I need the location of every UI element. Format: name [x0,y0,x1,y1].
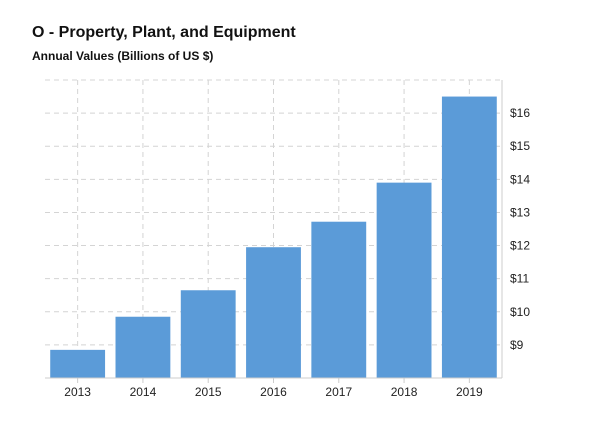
y-tick-label: $12 [510,239,530,253]
y-tick-label: $11 [510,272,529,286]
bar [311,221,367,378]
chart-title: O - Property, Plant, and Equipment [32,24,296,41]
x-tick-label: 2015 [195,385,222,399]
x-tick-label: 2013 [64,385,91,399]
chart-subtitle: Annual Values (Billions of US $) [32,49,214,63]
bar [246,247,301,378]
x-tick-label: 2014 [130,385,157,399]
bar [50,349,106,378]
x-tick-label: 2016 [260,385,287,399]
bar [376,182,432,378]
y-tick-label: $16 [510,106,530,120]
y-tick-label: $13 [510,205,530,219]
y-tick-label: $14 [510,172,530,186]
x-tick-label: 2019 [456,385,483,399]
x-tick-label: 2017 [325,385,352,399]
bar [441,96,497,379]
y-tick-label: $15 [510,139,530,153]
y-tick-label: $10 [510,305,530,319]
x-tick-label: 2018 [391,385,418,399]
bar [115,316,171,378]
y-tick-label: $9 [510,338,524,352]
bar [180,290,236,378]
